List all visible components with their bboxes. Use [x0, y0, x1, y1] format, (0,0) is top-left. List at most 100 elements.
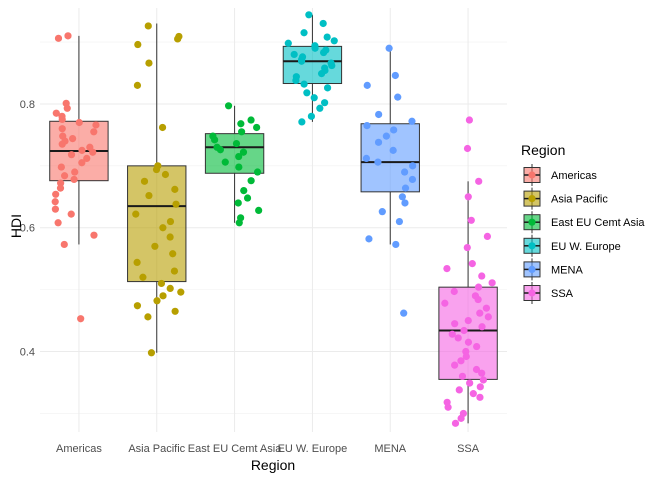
x-tick-label: Asia Pacific — [128, 443, 185, 455]
data-point — [390, 126, 398, 134]
legend-item-asia-pacific: Asia Pacific — [523, 187, 608, 210]
box-mena — [360, 48, 420, 245]
data-point — [310, 94, 318, 102]
y-axis-title: HDI — [8, 214, 24, 238]
legend-item-east-eu-cemt-asia: East EU Cemt Asia — [523, 211, 645, 234]
data-point — [139, 273, 147, 281]
data-point — [159, 224, 167, 232]
data-point — [290, 50, 298, 59]
grid-lines — [40, 8, 507, 432]
data-point — [400, 309, 408, 317]
data-point — [311, 44, 319, 52]
data-point — [454, 334, 462, 342]
data-point — [158, 123, 167, 132]
data-point — [58, 140, 66, 148]
data-point — [77, 315, 85, 323]
data-point — [237, 120, 245, 128]
data-point — [466, 379, 474, 387]
data-point — [476, 383, 484, 391]
data-point — [133, 258, 141, 266]
y-axis-ticks: 0.4 0.6 0.8 — [20, 99, 35, 359]
data-point — [458, 372, 467, 380]
data-point — [460, 326, 468, 335]
data-point — [144, 22, 152, 30]
data-point — [323, 84, 332, 92]
data-point — [75, 118, 83, 127]
legend: Region Americas Asia Pacific East EU Cemt … — [521, 142, 645, 304]
legend-key-point — [528, 218, 536, 226]
data-point — [58, 115, 66, 124]
data-point — [161, 170, 170, 179]
data-point — [172, 200, 180, 208]
data-point — [443, 264, 451, 273]
x-tick-label: EU W. Europe — [278, 443, 348, 455]
y-tick-label: 0.8 — [20, 99, 35, 111]
data-point — [464, 316, 472, 325]
data-point — [463, 243, 471, 252]
x-tick-label: SSA — [457, 443, 480, 455]
legend-key-point — [528, 289, 536, 297]
box-americas — [49, 35, 109, 245]
data-point — [247, 177, 255, 185]
data-point — [240, 186, 248, 195]
data-point — [374, 158, 382, 166]
box-ssa — [438, 181, 498, 424]
data-point — [479, 376, 487, 384]
data-point — [473, 342, 481, 351]
data-point — [321, 99, 329, 107]
data-point — [174, 35, 182, 43]
data-point — [67, 210, 75, 218]
y-tick-label: 0.4 — [20, 347, 35, 359]
data-point — [464, 338, 473, 346]
data-point — [253, 168, 262, 176]
data-point — [319, 19, 327, 28]
data-point — [408, 175, 417, 184]
data-point — [221, 158, 229, 166]
data-point — [363, 81, 371, 89]
data-point — [56, 184, 65, 192]
data-point — [483, 232, 492, 241]
points-asia-pacific — [132, 22, 185, 357]
points-east-eu-cemt-asia — [209, 102, 263, 227]
legend-label: Americas — [551, 170, 597, 182]
data-point — [255, 206, 263, 215]
data-point — [166, 217, 175, 226]
data-point — [177, 288, 185, 296]
data-point — [145, 59, 153, 67]
data-point — [468, 260, 476, 268]
data-point — [482, 304, 491, 312]
data-point — [317, 70, 326, 78]
data-point — [52, 109, 60, 117]
data-point — [51, 205, 60, 213]
data-point — [401, 168, 409, 176]
data-point — [90, 231, 98, 239]
data-point — [153, 297, 161, 305]
data-point — [134, 40, 142, 49]
data-point — [133, 81, 142, 89]
data-point — [235, 219, 243, 227]
data-point — [476, 393, 484, 401]
data-point — [475, 177, 483, 185]
data-point — [234, 199, 242, 207]
data-point — [362, 154, 371, 163]
data-point — [375, 110, 383, 119]
data-point — [171, 307, 179, 315]
data-point — [464, 193, 472, 201]
data-point — [488, 279, 496, 287]
data-point — [394, 93, 402, 101]
data-point — [391, 71, 399, 80]
data-point — [328, 61, 336, 70]
data-point — [238, 128, 246, 136]
data-point — [401, 184, 410, 192]
data-point — [70, 175, 78, 184]
data-point — [67, 151, 76, 159]
data-point — [152, 165, 161, 174]
data-point — [363, 122, 371, 130]
data-point — [71, 168, 79, 176]
data-point — [57, 163, 65, 171]
data-point — [147, 349, 156, 357]
data-point — [448, 330, 456, 338]
data-point — [235, 163, 243, 171]
data-point — [319, 48, 328, 57]
